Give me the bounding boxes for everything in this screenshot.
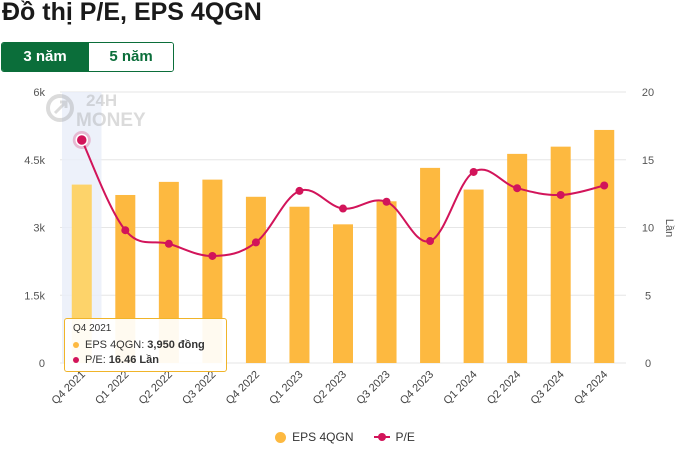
legend-item-pe[interactable]: P/E <box>373 430 415 444</box>
period-tabs: 3 năm 5 năm <box>1 42 174 72</box>
eps-bar[interactable] <box>507 153 528 363</box>
pe-point[interactable] <box>556 190 565 199</box>
right-tick-label: 5 <box>645 290 651 302</box>
eps-bar[interactable] <box>420 167 441 363</box>
pe-point[interactable] <box>251 238 260 247</box>
eps-bar[interactable] <box>202 179 223 363</box>
pe-point[interactable] <box>426 237 435 246</box>
right-tick-label: 15 <box>642 155 654 167</box>
legend-eps-icon <box>275 431 287 443</box>
eps-bar[interactable] <box>463 189 484 363</box>
pe-point[interactable] <box>164 239 173 248</box>
right-tick-label: 20 <box>642 87 654 99</box>
eps-bar[interactable] <box>158 181 179 363</box>
legend: EPS 4QGN P/E <box>0 429 690 445</box>
pe-point[interactable] <box>295 186 304 195</box>
x-tick-label: Q1 2023 <box>267 369 305 407</box>
x-tick-label: Q1 2024 <box>441 369 479 407</box>
x-axis-labels: Q4 2021 Q1 2022 Q2 2022 Q3 2022 Q4 2022 Q1 20… <box>50 369 611 407</box>
watermark-line2: MONEY <box>76 110 146 131</box>
pe-points <box>72 130 609 260</box>
pe-point[interactable] <box>75 133 89 147</box>
eps-bar[interactable] <box>245 196 266 363</box>
watermark-line1: 24H <box>86 91 117 110</box>
eps-bar[interactable] <box>289 206 310 363</box>
tooltip-header: Q4 2021 <box>73 323 112 334</box>
tooltip-pe-value: 16.46 Lần <box>108 353 159 366</box>
x-tick-label: Q4 2021 <box>50 369 88 407</box>
left-tick-label: 0 <box>39 358 45 370</box>
left-tick-label: 3k <box>33 223 45 235</box>
eps-bar[interactable] <box>594 129 615 363</box>
right-tick-label: 0 <box>645 358 651 370</box>
left-tick-label: 6k <box>33 87 45 99</box>
tooltip-pe-row: P/E: 16.46 Lần <box>73 352 218 367</box>
x-tick-label: Q2 2022 <box>137 369 175 407</box>
eps-bar[interactable] <box>550 146 571 363</box>
x-tick-label: Q1 2022 <box>93 369 131 407</box>
pe-dot-icon <box>73 356 79 363</box>
pe-point[interactable] <box>600 181 609 190</box>
x-tick-label: Q3 2023 <box>354 369 392 407</box>
right-axis-label: Lần <box>663 219 675 237</box>
pe-point[interactable] <box>339 204 347 213</box>
x-tick-label: Q4 2023 <box>398 369 436 407</box>
pe-point[interactable] <box>208 251 217 260</box>
pe-point[interactable] <box>121 226 130 235</box>
right-tick-label: 10 <box>642 223 654 235</box>
right-axis-ticks: 0 5 10 15 20 <box>642 87 654 370</box>
eps-dot-icon <box>73 341 79 348</box>
left-axis-ticks: 0 1.5k 3k 4.5k 6k <box>24 87 45 370</box>
x-tick-label: Q4 2024 <box>572 369 610 407</box>
pe-point[interactable] <box>469 167 478 176</box>
legend-eps-label: EPS 4QGN <box>292 430 354 444</box>
x-tick-label: Q2 2023 <box>311 369 349 407</box>
page-title: Đồ thị P/E, EPS 4QGN <box>2 0 262 26</box>
watermark-logo: 24H MONEY <box>46 91 146 131</box>
tooltip-pe-label: P/E: <box>85 353 106 366</box>
pe-point[interactable] <box>382 197 391 206</box>
legend-pe-label: P/E <box>395 430 415 444</box>
x-tick-label: Q2 2024 <box>485 369 523 407</box>
tooltip-eps-value: 3,950 đồng <box>147 338 205 351</box>
x-tick-label: Q3 2022 <box>180 369 218 407</box>
left-tick-label: 1.5k <box>24 290 45 302</box>
tooltip-eps-row: EPS 4QGN: 3,950 đồng <box>73 337 218 352</box>
tooltip-eps-label: EPS 4QGN: <box>85 338 145 351</box>
eps-bar[interactable] <box>333 224 353 363</box>
left-tick-label: 4.5k <box>24 155 45 167</box>
tooltip: Q4 2021 EPS 4QGN: 3,950 đồng P/E: 16.46 … <box>64 318 227 372</box>
x-tick-label: Q3 2024 <box>528 369 566 407</box>
legend-item-eps[interactable]: EPS 4QGN <box>275 430 354 444</box>
legend-pe-icon <box>373 433 390 441</box>
pe-point[interactable] <box>513 184 522 193</box>
x-tick-label: Q4 2022 <box>224 369 262 407</box>
tab-5-years[interactable]: 5 năm <box>88 43 173 71</box>
eps-bar[interactable] <box>376 201 397 363</box>
tab-3-years[interactable]: 3 năm <box>2 43 88 71</box>
